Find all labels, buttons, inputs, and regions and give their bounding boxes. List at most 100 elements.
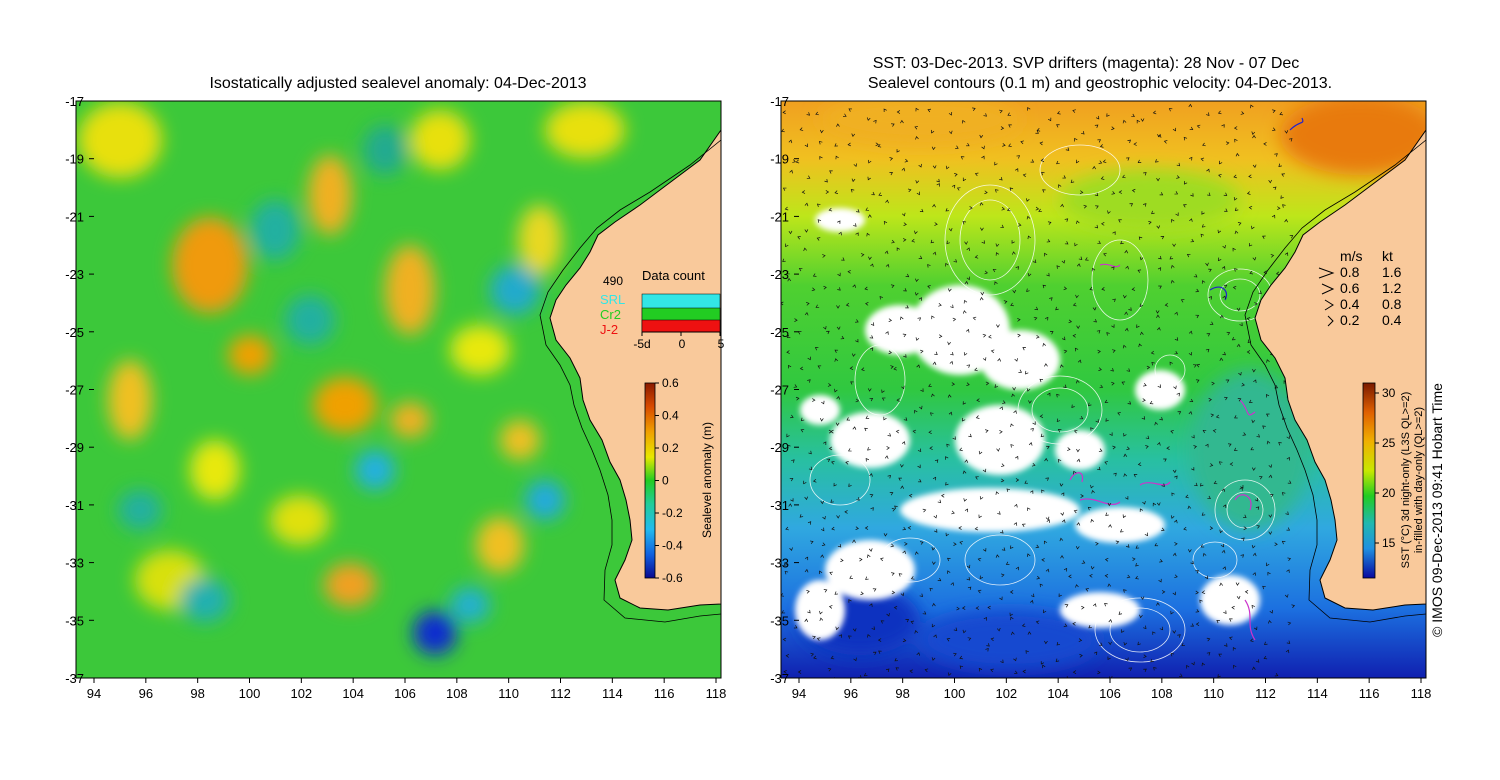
velocity-arrow xyxy=(1258,290,1262,294)
velocity-arrow xyxy=(878,192,883,196)
velocity-arrow xyxy=(1286,569,1290,573)
velocity-arrow xyxy=(1234,268,1238,272)
velocity-arrow xyxy=(861,367,865,372)
velocity-arrow xyxy=(835,422,840,427)
y-tick-label: -21 xyxy=(770,209,789,224)
velocity-arrow xyxy=(1248,242,1253,247)
velocity-arrow xyxy=(1186,664,1190,669)
velocity-arrow xyxy=(1171,264,1175,269)
velocity-arrow xyxy=(1183,181,1188,185)
velocity-arrow xyxy=(1028,442,1033,446)
velocity-arrow xyxy=(1038,208,1042,213)
velocity-arrow xyxy=(1061,492,1065,496)
velocity-arrow xyxy=(1015,455,1019,460)
velocity-arrow xyxy=(1127,401,1132,405)
velocity-arrow xyxy=(995,554,1000,558)
velocity-arrow xyxy=(948,411,953,416)
land-mass-left xyxy=(549,129,721,611)
velocity-arrow xyxy=(1266,440,1271,445)
velocity-arrow xyxy=(1274,153,1278,157)
velocity-arrow xyxy=(886,612,890,617)
velocity-arrow xyxy=(997,358,1001,362)
velocity-arrow xyxy=(804,496,809,501)
velocity-arrow xyxy=(878,650,882,654)
velocity-arrow xyxy=(793,625,798,629)
velocity-arrow xyxy=(1217,257,1222,262)
velocity-arrow xyxy=(864,526,869,530)
x-tick-label: 104 xyxy=(342,686,364,701)
velocity-arrow xyxy=(807,521,812,525)
velocity-arrow xyxy=(907,188,912,193)
velocity-arrow xyxy=(898,477,902,481)
velocity-arrow xyxy=(1026,553,1031,557)
velocity-arrow xyxy=(1251,131,1256,135)
velocity-arrow xyxy=(917,464,921,469)
velocity-arrow xyxy=(1072,302,1077,307)
velocity-arrow xyxy=(1209,321,1214,325)
velocity-arrow xyxy=(1271,214,1276,219)
velocity-arrow xyxy=(1014,358,1018,362)
velocity-arrow xyxy=(1032,259,1037,263)
velocity-arrow xyxy=(927,108,932,113)
velocity-arrow xyxy=(1254,497,1259,502)
velocity-arrow xyxy=(1211,381,1215,386)
velocity-arrow xyxy=(1076,263,1081,267)
velocity-arrow xyxy=(1223,284,1228,289)
velocity-arrow xyxy=(1057,111,1061,115)
velocity-arrow xyxy=(837,543,842,548)
velocity-arrow xyxy=(914,230,918,235)
velocity-arrow xyxy=(1090,484,1094,489)
velocity-arrow xyxy=(1218,461,1223,465)
velocity-arrow xyxy=(1026,198,1030,202)
velocity-arrow xyxy=(1274,673,1279,677)
velocity-arrow xyxy=(1243,526,1247,531)
velocity-arrow xyxy=(931,623,936,628)
velocity-arrow xyxy=(1010,302,1014,307)
velocity-arrow xyxy=(1014,503,1018,508)
velocity-arrow xyxy=(865,207,870,211)
velocity-arrow xyxy=(1017,333,1021,338)
velocity-arrow xyxy=(1107,656,1111,661)
velocity-arrow xyxy=(949,360,954,365)
velocity-arrow xyxy=(867,634,871,638)
velocity-arrow xyxy=(1248,205,1253,210)
velocity-arrow xyxy=(995,252,1000,256)
velocity-arrow xyxy=(1175,212,1179,217)
velocity-arrow xyxy=(1024,480,1029,484)
velocity-arrow xyxy=(915,136,919,140)
velocity-arrow xyxy=(1056,124,1060,128)
velocity-arrow xyxy=(866,117,871,121)
velocity-arrow xyxy=(804,202,809,207)
velocity-arrow xyxy=(869,347,874,351)
velocity-arrow xyxy=(898,573,903,577)
velocity-arrow xyxy=(1111,126,1115,131)
velocity-arrow xyxy=(1268,464,1273,469)
velocity-arrow xyxy=(1039,583,1044,588)
velocity-arrow xyxy=(784,570,789,575)
velocity-arrow xyxy=(1110,368,1114,372)
velocity-arrow xyxy=(919,593,924,598)
velocity-arrow xyxy=(872,651,877,656)
y-tick-label: -21 xyxy=(65,209,84,224)
velocity-arrow xyxy=(1125,496,1129,500)
velocity-arrow xyxy=(855,398,860,403)
velocity-arrow xyxy=(1006,207,1011,212)
velocity-arrow xyxy=(879,557,884,562)
velocity-arrow xyxy=(1224,396,1228,401)
velocity-arrow xyxy=(1009,612,1013,617)
velocity-arrow xyxy=(1117,412,1121,416)
velocity-arrow xyxy=(799,514,804,518)
velocity-arrow xyxy=(810,652,815,657)
velocity-arrow xyxy=(984,270,989,275)
velocity-arrow xyxy=(1152,502,1157,507)
velocity-arrow xyxy=(820,554,825,558)
velocity-arrow xyxy=(1075,546,1080,550)
velocity-arrow xyxy=(1228,618,1233,622)
velocity-arrow xyxy=(816,637,821,641)
velocity-arrow xyxy=(885,668,890,672)
velocity-arrow xyxy=(1221,549,1226,554)
velocity-arrow xyxy=(1122,344,1127,349)
velocity-arrow xyxy=(1222,295,1226,300)
velocity-arrow xyxy=(987,605,991,610)
velocity-arrow xyxy=(1057,429,1062,433)
